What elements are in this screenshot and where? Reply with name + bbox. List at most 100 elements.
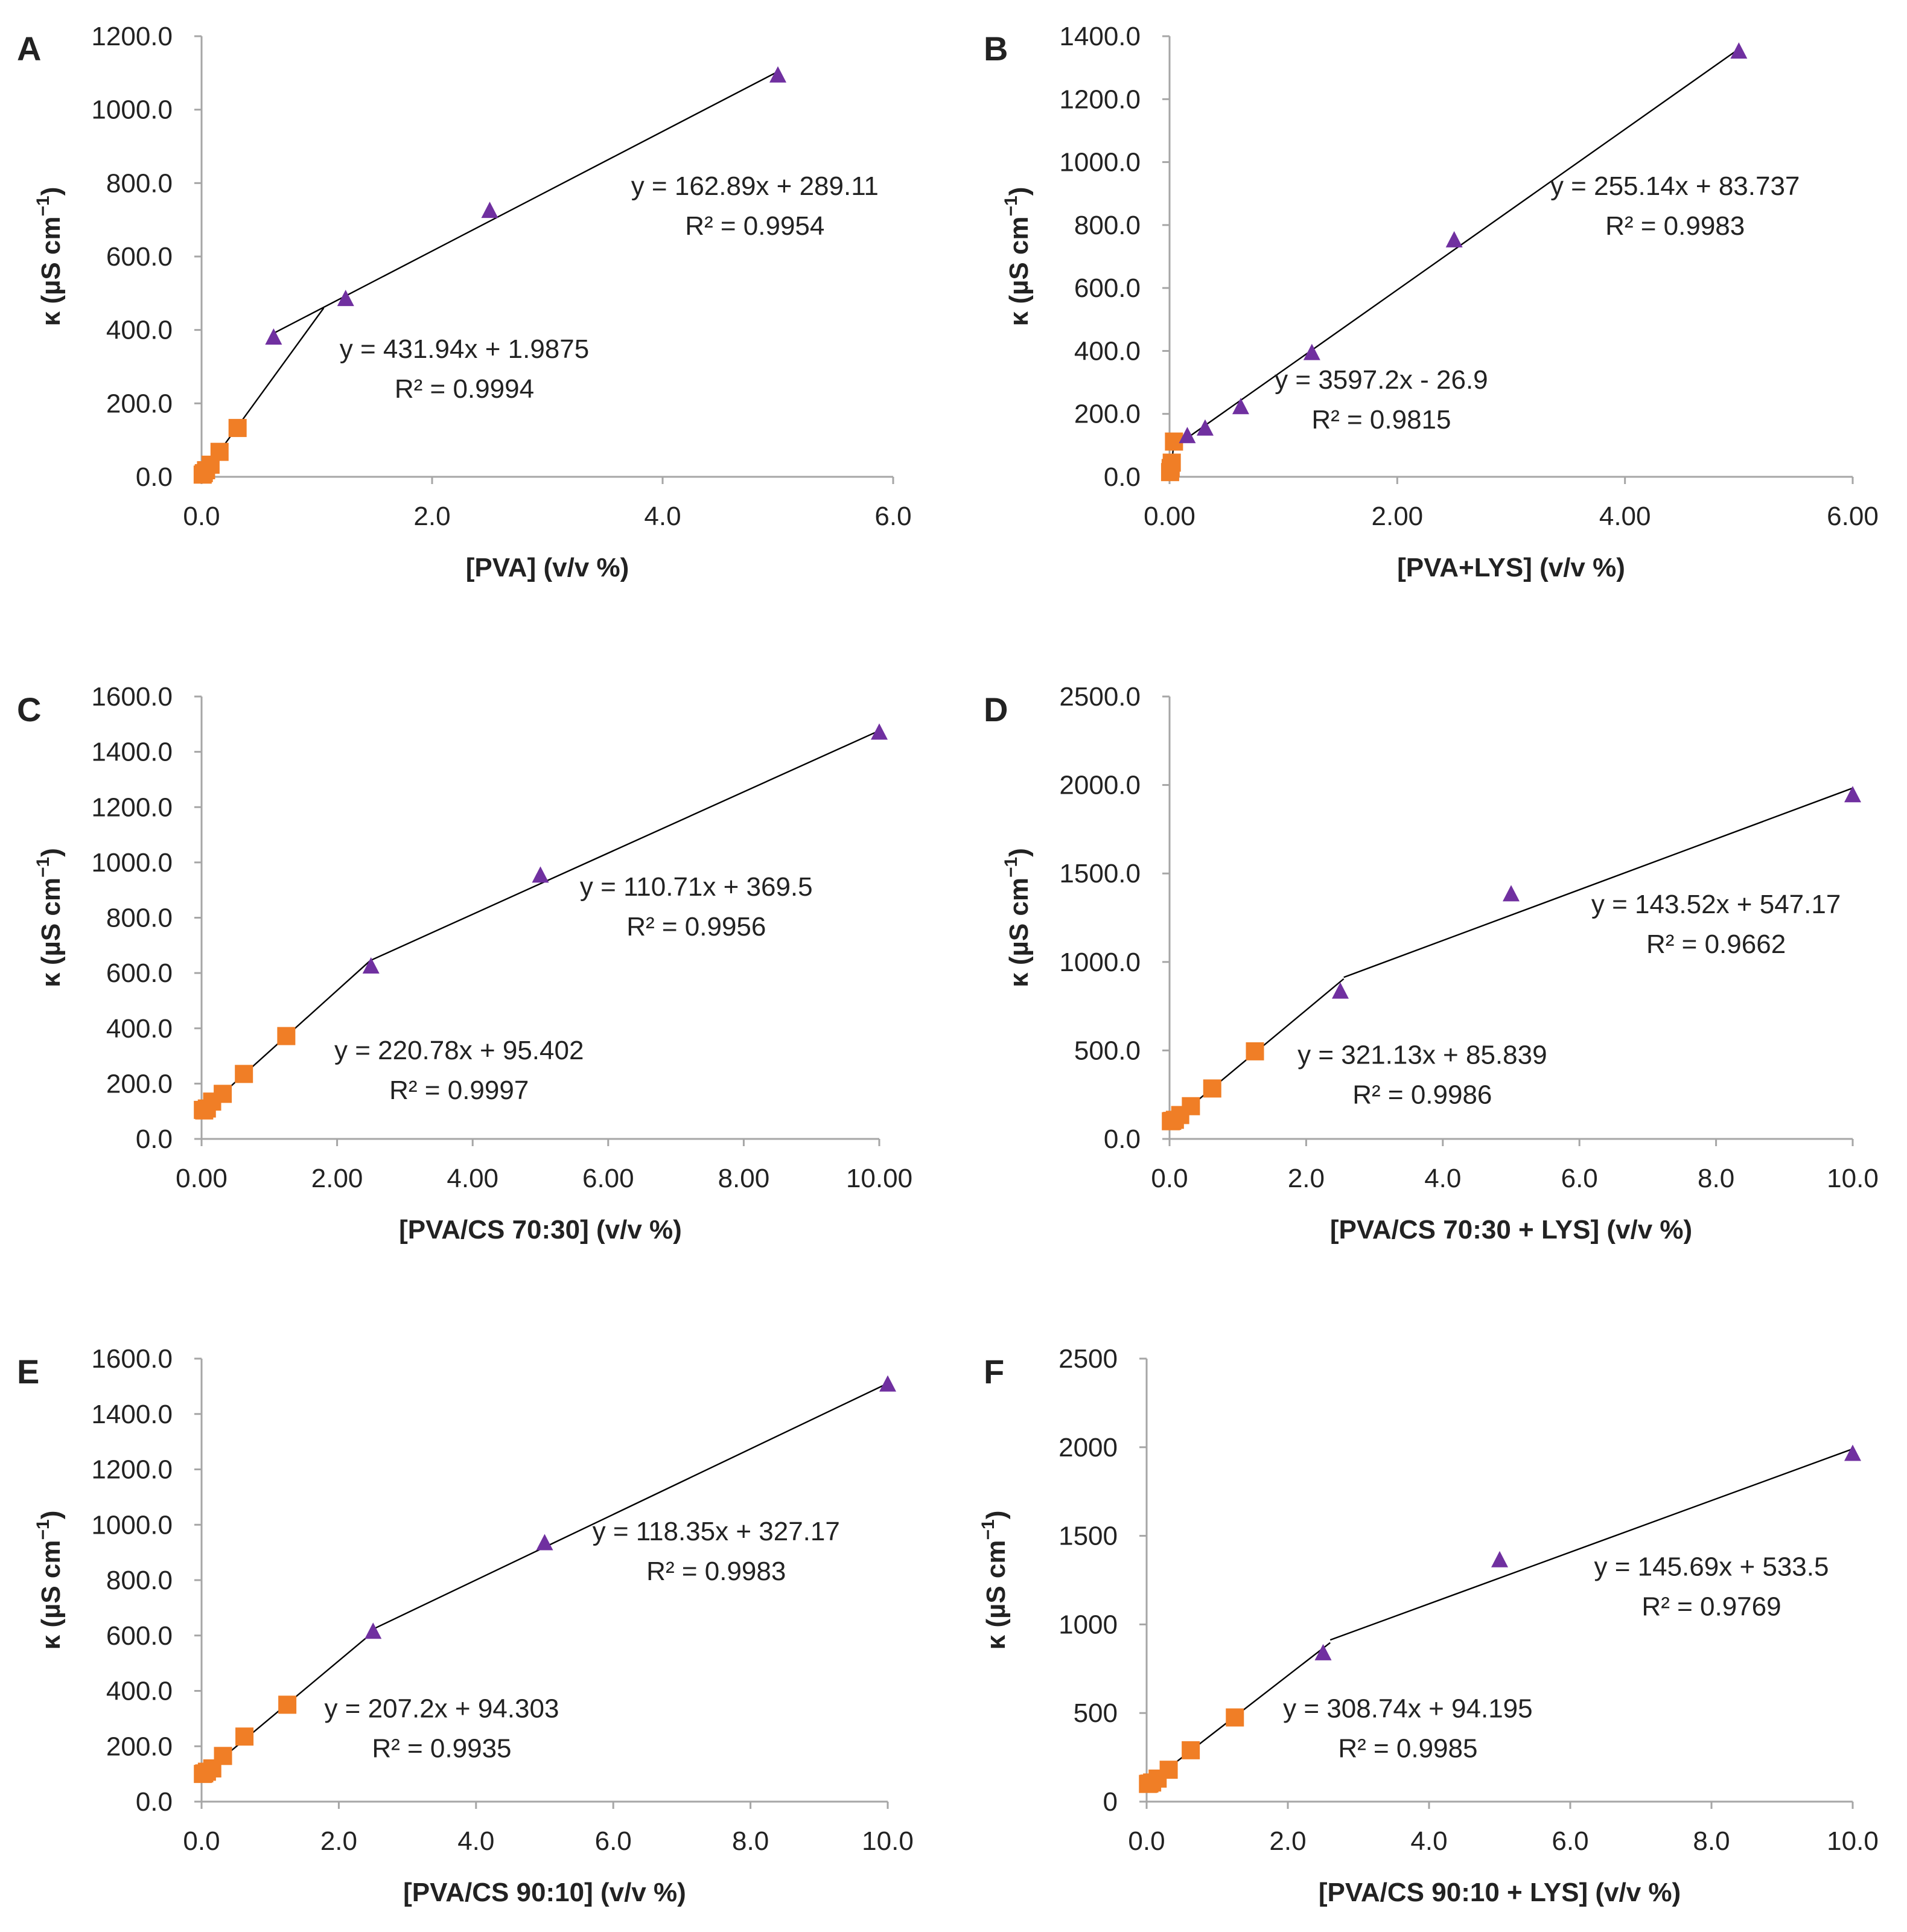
panel-b-triangle-point [1730,42,1748,59]
panel-b-letter: B [984,30,1008,68]
panel-f-x-tick-label: 2.0 [1269,1826,1306,1856]
panel-d-y-tick-label: 500.0 [1074,1036,1141,1065]
panel-a-triangle-point [769,66,786,83]
panel-c-triangle-point [532,866,549,883]
panel-d-fit-equation-2: y = 143.52x + 547.17 [1591,890,1841,919]
panel-a-y-tick-label: 200.0 [106,389,173,418]
panel-f-y-tick-label: 1000 [1059,1610,1118,1639]
panel-e-y-tick-label: 1000.0 [91,1510,173,1540]
panel-e-x-tick-label: 0.0 [183,1826,220,1856]
panel-c-y-tick-label: 600.0 [106,958,173,988]
panel-a-fit-equation-1: y = 431.94x + 1.9875 [340,334,589,364]
panel-e-letter: E [17,1353,39,1391]
panel-a-fit-line-2 [273,71,778,334]
panel-f-x-tick-label: 8.0 [1693,1826,1730,1856]
panel-d-y-tick-label: 1500.0 [1059,859,1141,888]
panel-e-y-axis-label: κ (µS cm−1) [33,1511,66,1650]
panel-f-x-tick-label: 10.0 [1827,1826,1879,1856]
panel-b-fit-r2-1: R² = 0.9815 [1311,405,1451,435]
panel-b-y-tick-label: 600.0 [1074,273,1141,303]
panel-b-triangle-point [1303,343,1320,360]
panel-c-y-tick-label: 1600.0 [91,682,173,712]
panel-a-fit-r2-2: R² = 0.9954 [685,211,824,241]
panel-e-x-tick-label: 8.0 [732,1826,769,1856]
panel-e-y-tick-label: 200.0 [106,1732,173,1761]
panel-f-triangle-point [1844,1444,1861,1461]
panel-d-x-axis-label: [PVA/CS 70:30 + LYS] (v/v %) [1330,1215,1692,1245]
panel-d-fit-line-2 [1343,787,1853,978]
panel-b-x-tick-label: 2.00 [1372,502,1424,531]
panel-a-triangle-point [481,202,498,218]
panel-e-fit-equation-1: y = 207.2x + 94.303 [324,1694,559,1724]
panel-f-triangle-point [1491,1551,1508,1567]
panel-d-chart: D 0.0 500.0 1000.0 1500.0 2000.0 2500.0 0.0 2.0 4… [984,682,1879,1245]
panel-d-square-point [1246,1042,1264,1060]
panel-c-x-tick-label: 4.00 [447,1164,498,1193]
panel-a-y-tick-label: 800.0 [106,168,173,198]
panel-c-y-tick-label: 1400.0 [91,738,173,767]
panel-d-x-tick-label: 0.0 [1151,1164,1188,1193]
panel-f-fit-r2-2: R² = 0.9769 [1641,1592,1781,1622]
panel-a-fit-r2-1: R² = 0.9994 [395,374,534,404]
panel-e-y-tick-label: 0.0 [136,1787,173,1817]
panel-a-y-tick-label: 400.0 [106,316,173,345]
panel-c-x-axis-label: [PVA/CS 70:30] (v/v %) [399,1215,682,1245]
panel-c-x-tick-label: 0.00 [176,1164,228,1193]
panel-b-x-axis-label: [PVA+LYS] (v/v %) [1397,553,1625,582]
panel-b-y-tick-label: 800.0 [1074,211,1141,240]
panel-d-triangle-point [1503,885,1520,902]
panel-b-x-tick-label: 4.00 [1599,502,1651,531]
panel-b-x-tick-label: 0.00 [1144,502,1195,531]
panel-f-y-tick-label: 2000 [1059,1433,1118,1462]
panel-d-x-tick-label: 2.0 [1288,1164,1325,1193]
panel-e-y-tick-label: 600.0 [106,1621,173,1651]
panel-a-y-tick-label: 0.0 [136,462,173,492]
panel-b-fit-r2-2: R² = 0.9983 [1605,211,1745,241]
panel-b-triangle-point [1232,398,1249,415]
panel-c-y-tick-label: 0.0 [136,1124,173,1154]
panel-c-y-tick-label: 800.0 [106,904,173,933]
panel-c-x-tick-label: 8.00 [718,1164,770,1193]
panel-f-y-tick-label: 2500 [1059,1344,1118,1374]
panel-a-x-tick-label: 2.0 [413,502,450,531]
panel-e-y-tick-label: 400.0 [106,1677,173,1706]
panel-f-y-tick-label: 500 [1074,1698,1118,1728]
panel-a-triangle-point [265,328,282,345]
panel-c-triangle-point [871,723,888,740]
panel-c-x-tick-label: 2.00 [311,1164,363,1193]
panel-b-y-tick-label: 1000.0 [1059,148,1141,177]
panel-c-x-tick-label: 6.00 [582,1164,634,1193]
panel-d-square-point [1182,1097,1200,1115]
panel-b-triangle-point [1196,419,1214,436]
panel-a-square-point [210,442,229,461]
panel-d-x-tick-label: 4.0 [1424,1164,1461,1193]
panel-b-triangle-point [1179,427,1196,444]
panel-c-square-point [235,1065,253,1083]
panel-a-y-tick-label: 1200.0 [91,22,173,51]
panel-c-fit-equation-1: y = 220.78x + 95.402 [334,1036,584,1065]
panel-f-y-axis-label: κ (µS cm−1) [978,1511,1011,1650]
panel-d-y-tick-label: 2000.0 [1059,771,1141,800]
panel-a-y-tick-label: 600.0 [106,242,173,272]
panel-e-x-tick-label: 6.0 [595,1826,632,1856]
panel-c-y-tick-label: 1200.0 [91,792,173,822]
panel-d-y-tick-label: 1000.0 [1059,948,1141,977]
panel-c-chart: C 0.0 200.0 400.0 600.0 800.0 1000.0 1200.0 1400… [17,682,912,1245]
panel-c-square-point [214,1085,232,1103]
panel-a-y-axis-label: κ (µS cm−1) [33,187,66,327]
panel-a-x-tick-label: 0.0 [183,502,220,531]
panel-a-x-axis-label: [PVA] (v/v %) [466,553,629,582]
panel-e-y-tick-label: 1600.0 [91,1344,173,1374]
panel-c-fit-equation-2: y = 110.71x + 369.5 [580,872,813,902]
panel-b-y-tick-label: 0.0 [1104,462,1141,492]
panel-c-y-tick-label: 400.0 [106,1014,173,1044]
panel-a-y-tick-label: 1000.0 [91,95,173,125]
panel-a-fit-equation-2: y = 162.89x + 289.11 [631,171,879,201]
panel-e-y-tick-label: 1200.0 [91,1455,173,1485]
panel-b-y-tick-label: 200.0 [1074,400,1141,429]
panel-c-y-tick-label: 200.0 [106,1069,173,1098]
panel-c-x-tick-label: 10.00 [846,1164,912,1193]
panel-d-x-tick-label: 10.0 [1827,1164,1879,1193]
panel-a-letter: A [17,30,41,68]
panel-f-fit-line-2 [1329,1448,1853,1641]
